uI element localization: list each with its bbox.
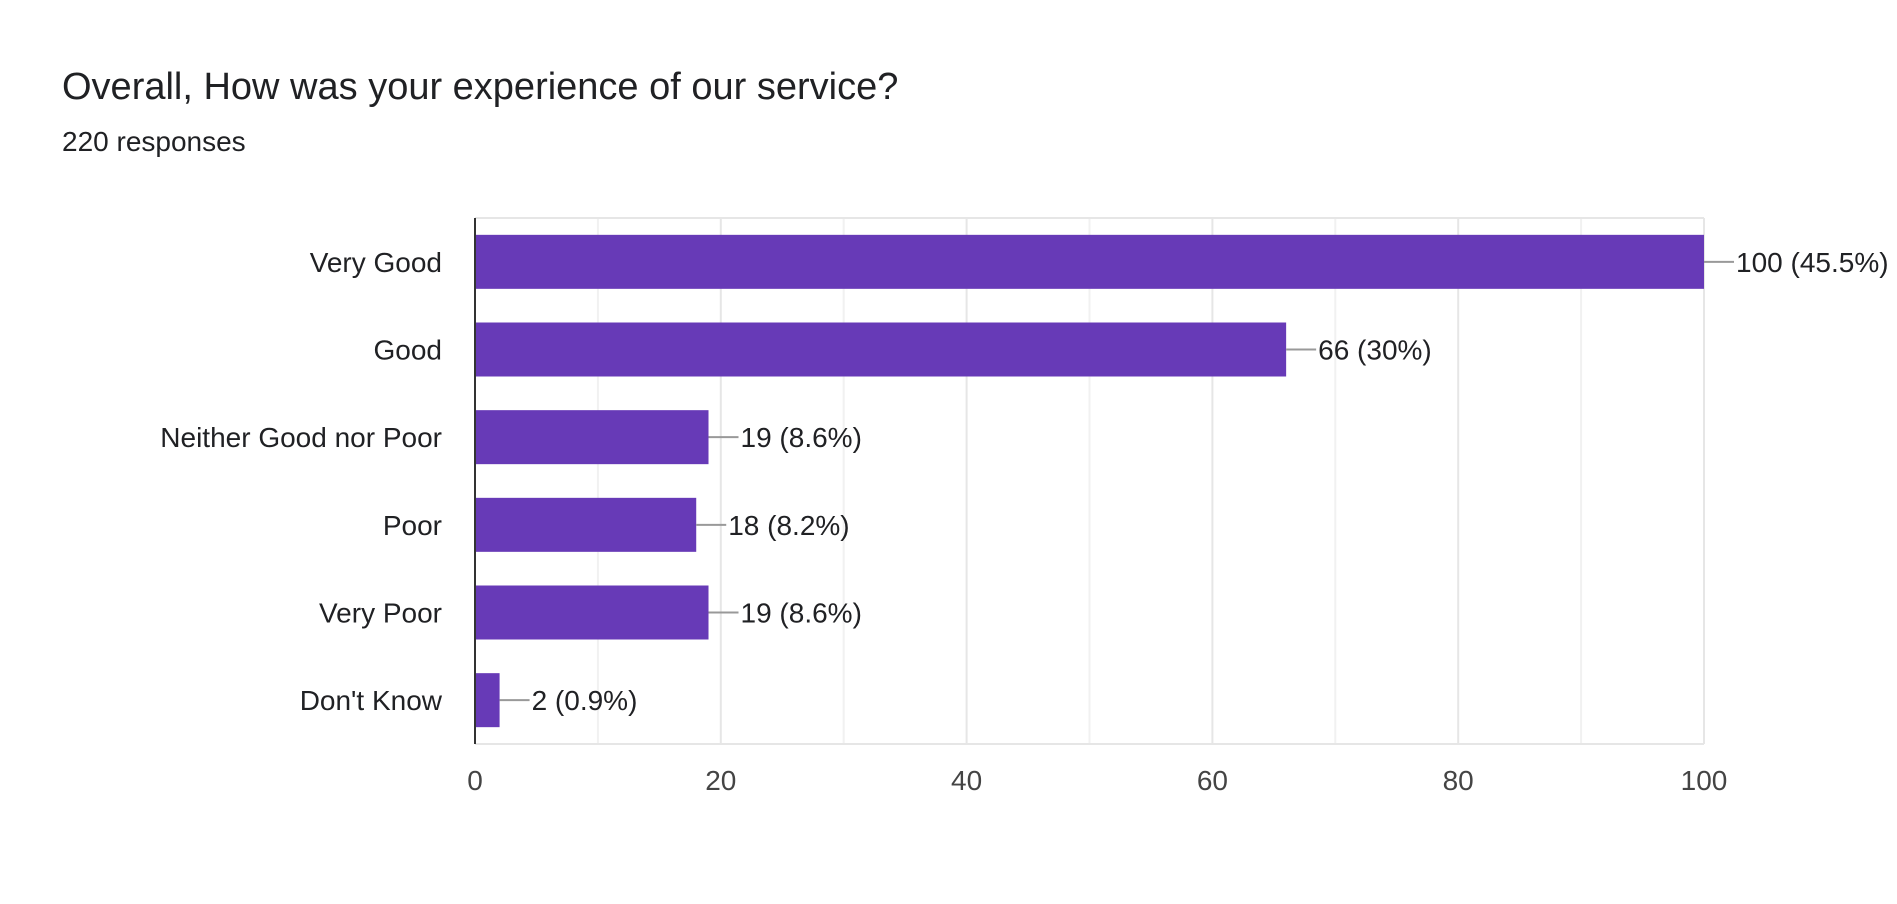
bar-good[interactable] [475,322,1287,377]
bar-don-t-know[interactable] [475,673,500,728]
grid-lines [475,217,1705,745]
data-label-good: 66 (30%) [1318,335,1432,366]
category-label-very-poor: Very Poor [319,598,442,629]
x-tick-label-80: 80 [1443,765,1474,796]
category-label-very-good: Very Good [310,247,442,278]
data-label-poor: 18 (8.2%) [728,510,849,541]
response-count: 220 responses [62,126,246,157]
bar-very-good[interactable] [475,234,1704,289]
x-tick-label-40: 40 [951,765,982,796]
data-label-very-good: 100 (45.5%) [1736,247,1889,278]
data-label-very-poor: 19 (8.6%) [741,598,862,629]
category-label-don-t-know: Don't Know [300,685,443,716]
bar-neither-good-nor-poor[interactable] [475,410,709,465]
bars [475,234,1734,728]
x-tick-label-20: 20 [705,765,736,796]
category-label-good: Good [374,335,443,366]
bar-poor[interactable] [475,497,697,552]
x-tick-label-60: 60 [1197,765,1228,796]
labels: Very Good 100 (45.5%) Good 66 (30%) Neither … [160,247,1888,796]
data-label-neither-good-nor-poor: 19 (8.6%) [741,422,862,453]
category-label-poor: Poor [383,510,442,541]
data-label-don-t-know: 2 (0.9%) [532,685,638,716]
x-tick-label-0: 0 [467,765,483,796]
category-label-neither-good-nor-poor: Neither Good nor Poor [160,422,442,453]
bar-very-poor[interactable] [475,585,709,640]
x-tick-label-100: 100 [1681,765,1728,796]
chart-title: Overall, How was your experience of our … [62,66,899,108]
